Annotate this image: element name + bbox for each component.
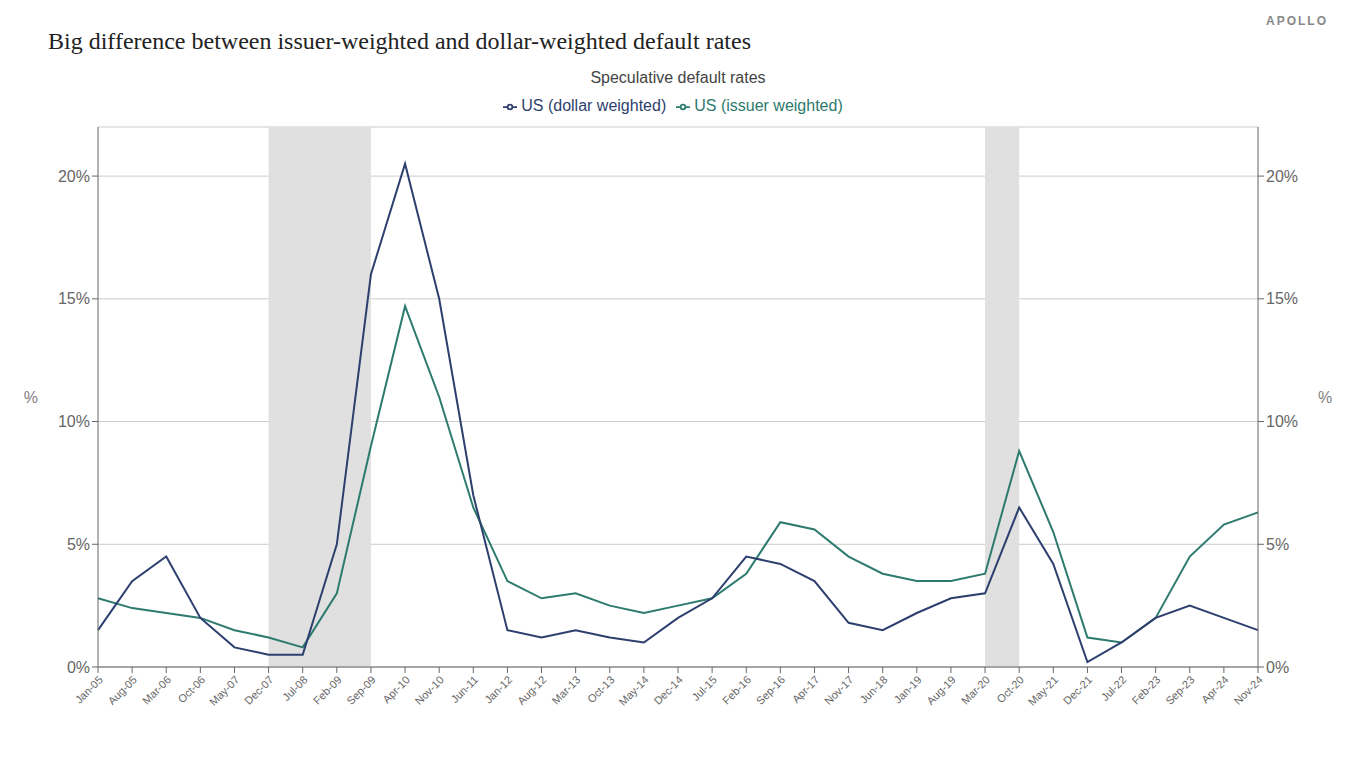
svg-text:Aug-19: Aug-19 [924, 673, 958, 707]
svg-text:Aug-05: Aug-05 [105, 673, 139, 707]
svg-text:20%: 20% [1266, 168, 1298, 185]
svg-text:Sep-23: Sep-23 [1163, 673, 1197, 707]
svg-text:Apr-10: Apr-10 [380, 673, 412, 705]
svg-text:Feb-16: Feb-16 [720, 673, 753, 706]
svg-text:Apr-24: Apr-24 [1199, 673, 1231, 705]
svg-text:15%: 15% [58, 290, 90, 307]
svg-text:Jan-19: Jan-19 [891, 673, 923, 705]
svg-text:Jun-11: Jun-11 [449, 673, 481, 705]
svg-text:0%: 0% [1266, 659, 1289, 676]
svg-text:Dec-14: Dec-14 [651, 673, 685, 707]
svg-text:Nov-24: Nov-24 [1231, 673, 1265, 707]
svg-text:Aug-12: Aug-12 [515, 673, 549, 707]
svg-text:15%: 15% [1266, 290, 1298, 307]
svg-text:Jun-18: Jun-18 [857, 673, 889, 705]
svg-text:Oct-06: Oct-06 [175, 673, 207, 705]
svg-text:10%: 10% [1266, 413, 1298, 430]
svg-text:Jul-15: Jul-15 [689, 673, 719, 703]
html-text:Big difference between issuer-: Big difference between issuer-weighted a… [48, 28, 751, 54]
svg-text:Jan-05: Jan-05 [73, 673, 105, 705]
html-text:US (issuer weighted): US (issuer weighted) [694, 97, 843, 114]
svg-text:5%: 5% [1266, 536, 1289, 553]
svg-text:0%: 0% [67, 659, 90, 676]
svg-text:Jul-08: Jul-08 [280, 673, 310, 703]
svg-text:Dec-21: Dec-21 [1061, 673, 1095, 707]
svg-text:Dec-07: Dec-07 [242, 673, 276, 707]
svg-text:Nov-10: Nov-10 [413, 673, 447, 707]
html-text:APOLLO: APOLLO [1266, 14, 1328, 28]
svg-text:Feb-09: Feb-09 [311, 673, 344, 706]
svg-text:Jan-12: Jan-12 [482, 673, 514, 705]
svg-text:May-21: May-21 [1026, 673, 1060, 707]
svg-text:Apr-17: Apr-17 [790, 673, 822, 705]
svg-text:Mar-20: Mar-20 [959, 673, 992, 706]
svg-text:Sep-16: Sep-16 [754, 673, 788, 707]
svg-text:May-07: May-07 [207, 673, 241, 707]
svg-text:5%: 5% [67, 536, 90, 553]
html-text:US (dollar weighted): US (dollar weighted) [521, 97, 667, 114]
svg-text:20%: 20% [58, 168, 90, 185]
svg-text:Nov-17: Nov-17 [822, 673, 856, 707]
svg-text:Sep-09: Sep-09 [344, 673, 378, 707]
svg-text:Oct-20: Oct-20 [994, 673, 1026, 705]
svg-text:Feb-23: Feb-23 [1129, 673, 1162, 706]
svg-text:Jul-22: Jul-22 [1099, 673, 1129, 703]
svg-text:Mar-13: Mar-13 [549, 673, 582, 706]
svg-text:10%: 10% [58, 413, 90, 430]
svg-text:Mar-06: Mar-06 [140, 673, 173, 706]
svg-text:%: % [24, 389, 38, 406]
html-text:Speculative default rates: Speculative default rates [590, 69, 766, 86]
svg-text:Oct-13: Oct-13 [585, 673, 617, 705]
svg-text:May-14: May-14 [616, 673, 650, 707]
svg-text:%: % [1318, 389, 1332, 406]
